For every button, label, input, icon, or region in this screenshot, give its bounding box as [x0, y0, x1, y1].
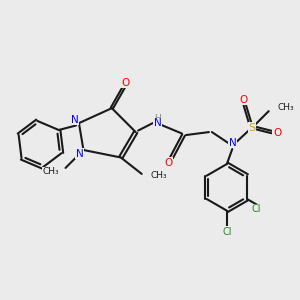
Text: O: O: [164, 158, 173, 168]
Text: H: H: [154, 113, 161, 122]
Text: CH₃: CH₃: [151, 171, 167, 180]
Text: O: O: [121, 78, 129, 88]
Text: O: O: [273, 128, 281, 138]
Text: CH₃: CH₃: [42, 167, 59, 176]
Text: N: N: [154, 118, 161, 128]
Text: Cl: Cl: [222, 226, 232, 237]
Text: N: N: [76, 148, 84, 159]
Text: S: S: [249, 123, 256, 133]
Text: CH₃: CH₃: [278, 103, 294, 112]
Text: Cl: Cl: [252, 205, 261, 214]
Text: O: O: [239, 95, 248, 105]
Text: N: N: [70, 115, 78, 124]
Text: N: N: [229, 137, 237, 148]
